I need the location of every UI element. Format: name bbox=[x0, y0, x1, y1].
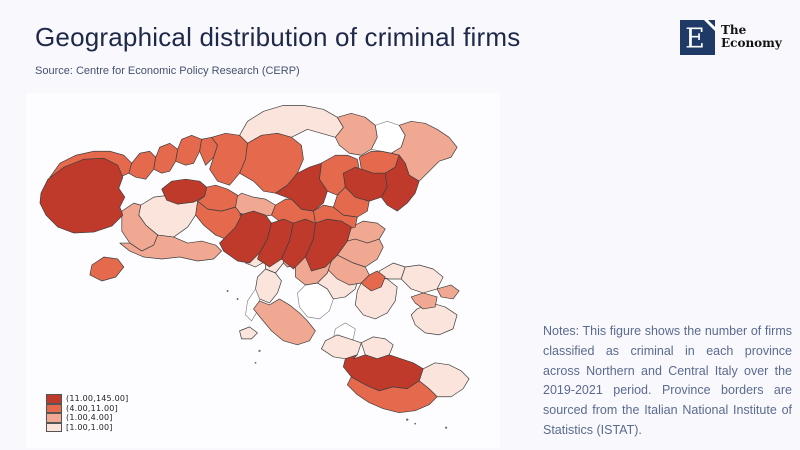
legend-swatch-dark bbox=[46, 394, 62, 404]
map-legend: (11.00,145.00] (4.00,11.00] (1.00,4.00] … bbox=[46, 394, 128, 432]
legend-label: (11.00,145.00] bbox=[66, 394, 129, 403]
province-lakes-mid bbox=[175, 134, 202, 166]
province-maremma-coast bbox=[253, 298, 316, 346]
legend-label: [1.00,1.00] bbox=[66, 422, 113, 432]
province-marche-east bbox=[400, 264, 444, 294]
province-trentino-area bbox=[334, 112, 378, 156]
economy-logo: E The Economy bbox=[680, 20, 782, 55]
small-island-dot bbox=[414, 422, 417, 425]
province-brescia-area bbox=[239, 132, 304, 194]
legend-label: (1.00,4.00] bbox=[66, 413, 113, 422]
italy-choropleth-map bbox=[39, 104, 470, 429]
map-figure: (11.00,145.00] (4.00,11.00] (1.00,4.00] … bbox=[26, 93, 500, 448]
small-island-dot bbox=[226, 289, 229, 292]
province-lakes-west2 bbox=[153, 142, 179, 174]
source-line: Source: Centre for Economic Policy Resea… bbox=[35, 65, 300, 77]
legend-row: (1.00,4.00] bbox=[46, 413, 128, 423]
small-island-dot bbox=[236, 297, 239, 300]
province-emilia-band1 bbox=[219, 210, 272, 264]
small-island-dot bbox=[405, 418, 409, 421]
province-liguria-coast bbox=[119, 234, 222, 262]
province-genova-blob bbox=[89, 256, 125, 282]
legend-row: (11.00,145.00] bbox=[46, 394, 128, 404]
page-title: Geographical distribution of criminal fi… bbox=[35, 22, 521, 52]
small-island-dot bbox=[445, 426, 448, 429]
province-apennine-edge bbox=[410, 302, 458, 336]
small-island-dot bbox=[258, 349, 261, 352]
logo-letter: E bbox=[685, 24, 705, 55]
legend-swatch-medium bbox=[46, 403, 62, 413]
province-rimini-area bbox=[360, 270, 386, 292]
province-lakes-west1 bbox=[128, 150, 157, 180]
small-island-dot bbox=[254, 361, 257, 364]
logo-notch bbox=[704, 20, 715, 31]
logo-square bbox=[680, 20, 715, 55]
logo-mark: E bbox=[680, 20, 715, 55]
legend-row: (4.00,11.00] bbox=[46, 403, 128, 413]
province-emilia-band4 bbox=[305, 218, 352, 272]
province-torino-area bbox=[39, 157, 126, 234]
logo-wordmark: The Economy bbox=[721, 20, 782, 50]
logo-word-line2: Economy bbox=[721, 36, 782, 51]
province-verona-area bbox=[275, 162, 328, 212]
legend-row: [1.00,1.00] bbox=[46, 422, 128, 432]
province-roma-area bbox=[342, 354, 424, 392]
logo-word-line1: The bbox=[721, 23, 747, 37]
province-emilia-band2 bbox=[257, 218, 294, 268]
province-milano-area bbox=[161, 178, 207, 205]
province-bergamo-area bbox=[209, 132, 248, 186]
province-venezia-area bbox=[380, 154, 420, 212]
province-tuscany-coast1 bbox=[255, 268, 282, 304]
province-adriatic-small1 bbox=[436, 284, 460, 300]
province-friuli-east bbox=[390, 120, 458, 182]
province-tuscany-coast2 bbox=[245, 288, 260, 322]
legend-swatch-light bbox=[46, 413, 62, 423]
province-adriatic-small2 bbox=[410, 292, 438, 310]
legend-swatch-pale bbox=[46, 422, 62, 432]
notes-text: Notes: This figure shows the number of f… bbox=[543, 324, 792, 437]
legend-label: (4.00,11.00] bbox=[66, 403, 118, 413]
province-elba-island bbox=[239, 326, 258, 340]
